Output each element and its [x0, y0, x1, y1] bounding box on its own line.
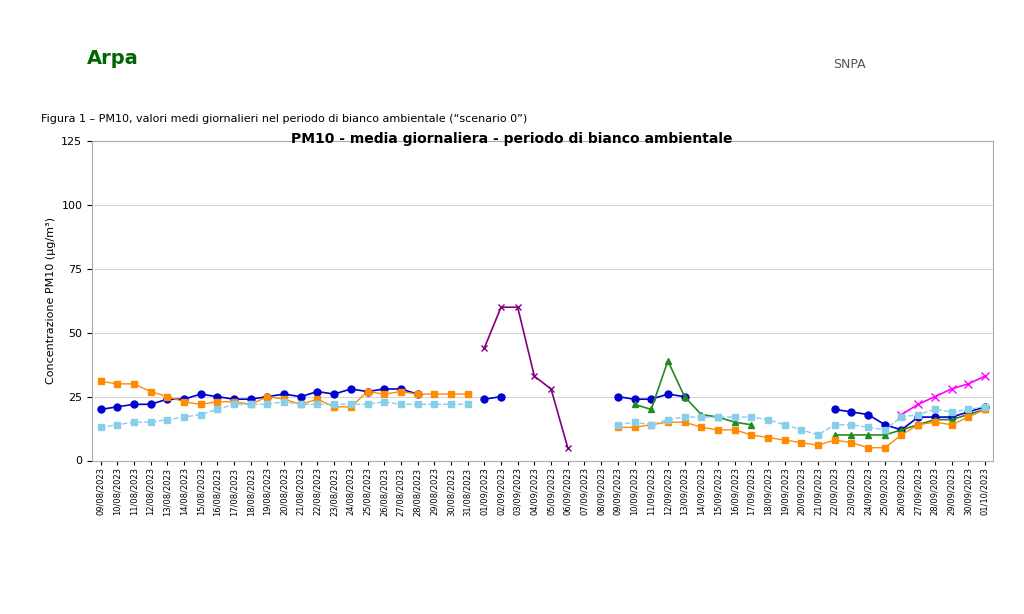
Sant’Ambrogio di Torino, gravimetrico: [645, 395, 657, 403]
Susa, gravimetrico: [979, 373, 991, 380]
Line: Susa ARPA_gravimetrico: Susa ARPA_gravimetrico: [97, 399, 988, 438]
Sant’Ambrogio di Torino, gravimetrico: [245, 395, 257, 403]
Susa ARPA_gravimetrico: [245, 400, 257, 408]
Oulx, gravimetrico: [979, 406, 991, 413]
Line: Bardonecchia, gravimetrico: Bardonecchia, gravimetrico: [481, 304, 571, 451]
Oulx ARPA_gravimetrico: [94, 378, 106, 385]
Sant’Ambrogio di Torino, gravimetrico: [94, 406, 106, 413]
Text: Figura 1 – PM10, valori medi giornalieri nel periodo di bianco ambientale (“scen: Figura 1 – PM10, valori medi giornalieri…: [41, 114, 527, 123]
Oulx ARPA_gravimetrico: [428, 391, 440, 398]
Text: PM10 - media giornaliera - periodo di bianco ambientale: PM10 - media giornaliera - periodo di bi…: [291, 132, 733, 146]
Line: Susa, gravimetrico: Susa, gravimetrico: [897, 372, 989, 419]
Susa ARPA_gravimetrico: [629, 419, 641, 426]
Oulx ARPA_gravimetrico: [629, 424, 641, 431]
Susa ARPA_gravimetrico: [645, 421, 657, 429]
Line: Oulx ARPA_gravimetrico: Oulx ARPA_gravimetrico: [97, 379, 988, 451]
Susa ARPA_gravimetrico: [979, 403, 991, 411]
Oulx ARPA_gravimetrico: [712, 426, 724, 433]
Text: Arpa: Arpa: [87, 49, 138, 68]
Susa ARPA_gravimetrico: [94, 424, 106, 431]
Text: SNPA: SNPA: [834, 58, 866, 71]
Line: Sant’Ambrogio di Torino, gravimetrico: Sant’Ambrogio di Torino, gravimetrico: [97, 386, 988, 433]
Susa ARPA_gravimetrico: [428, 400, 440, 408]
Oulx, gravimetrico: [695, 411, 708, 418]
Sant’Ambrogio di Torino, gravimetrico: [629, 395, 641, 403]
Oulx ARPA_gravimetrico: [645, 421, 657, 429]
Oulx ARPA_gravimetrico: [979, 406, 991, 413]
Line: Oulx, gravimetrico: Oulx, gravimetrico: [631, 357, 988, 438]
Susa ARPA_gravimetrico: [712, 413, 724, 421]
Y-axis label: Concentrazione PM10 (μg/m³): Concentrazione PM10 (μg/m³): [46, 217, 55, 384]
Oulx ARPA_gravimetrico: [245, 400, 257, 408]
Oulx, gravimetrico: [629, 400, 641, 408]
Sant’Ambrogio di Torino, gravimetrico: [979, 403, 991, 411]
